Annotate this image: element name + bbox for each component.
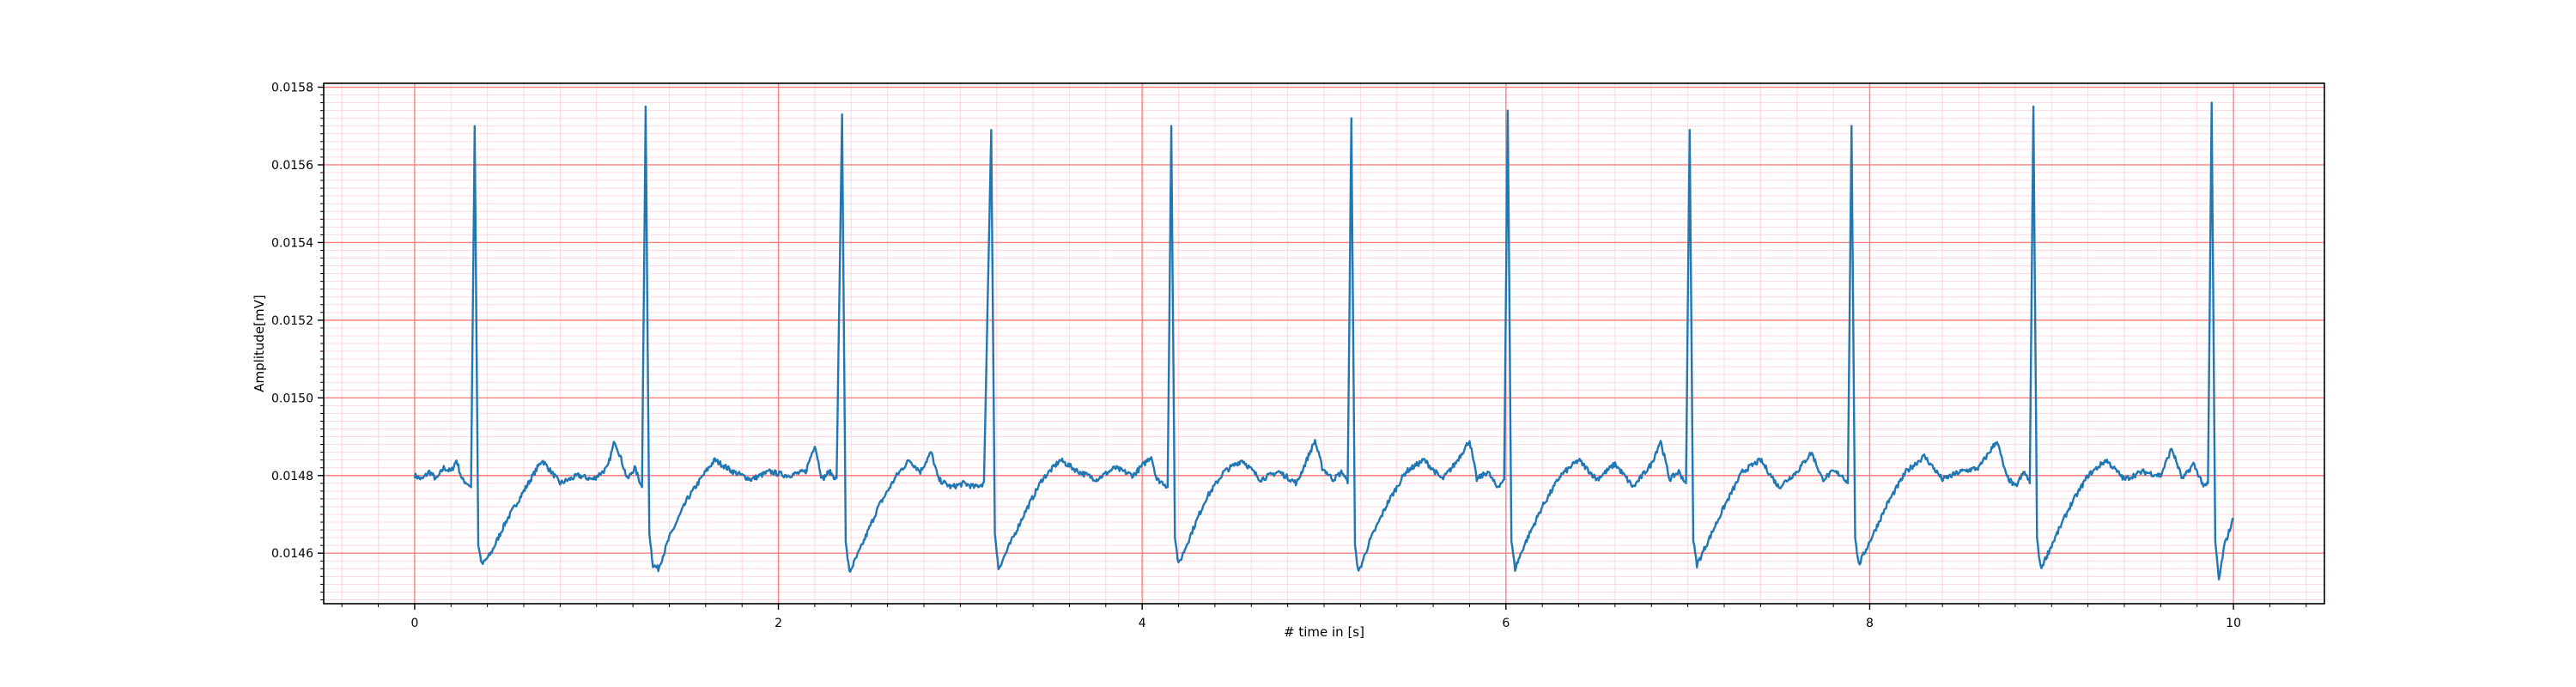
y-tick-label: 0.0154 bbox=[271, 236, 313, 250]
x-tick-label: 2 bbox=[775, 617, 782, 630]
y-tick-label: 0.0158 bbox=[271, 82, 313, 95]
y-tick-label: 0.0146 bbox=[271, 547, 313, 561]
y-axis-label: Amplitude[mV] bbox=[252, 295, 267, 392]
y-tick-label: 0.0156 bbox=[271, 159, 313, 173]
x-tick-label: 10 bbox=[2226, 617, 2241, 630]
ecg-series-line bbox=[413, 101, 2235, 581]
y-tick-label: 0.0152 bbox=[271, 314, 313, 328]
y-tick-label: 0.0148 bbox=[271, 470, 313, 483]
y-tick-label: 0.0150 bbox=[271, 392, 313, 405]
x-tick-label: 8 bbox=[1866, 617, 1874, 630]
y-axis-ticks: 0.0146 0.0148 0.0150 0.0152 0.0154 0.0156 0.01… bbox=[271, 82, 324, 600]
x-tick-label: 4 bbox=[1139, 617, 1146, 630]
x-axis-ticks: 0 2 4 6 8 10 bbox=[341, 604, 2307, 630]
major-grid bbox=[324, 83, 2324, 604]
minor-grid bbox=[324, 83, 2324, 604]
x-axis-label: # time in [s] bbox=[1284, 624, 1364, 640]
x-tick-label: 6 bbox=[1502, 617, 1510, 630]
x-tick-label: 0 bbox=[410, 617, 418, 630]
plot-area: 0 2 4 6 8 10 0.01460.01480.01500.01520.01540.… bbox=[271, 82, 2325, 630]
